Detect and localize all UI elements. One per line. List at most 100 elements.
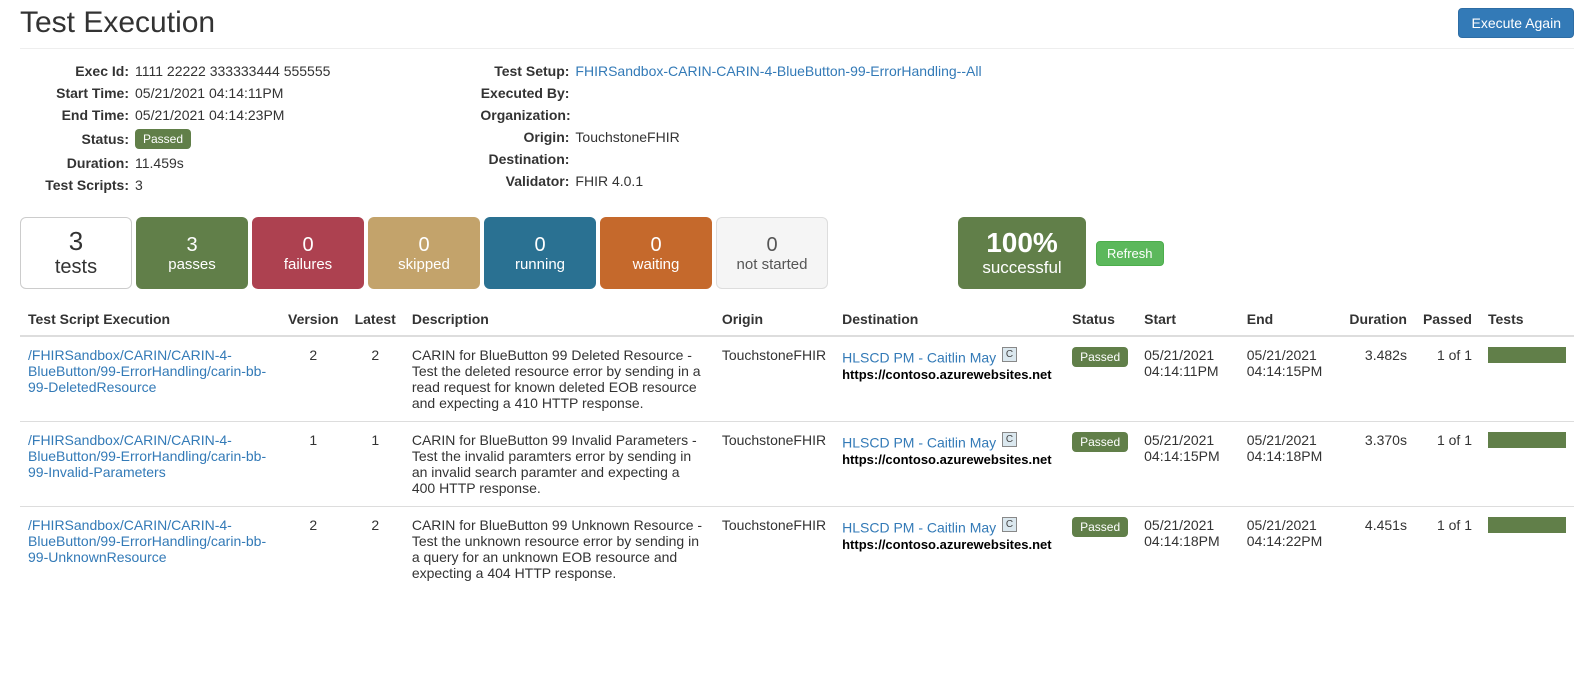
- col-start: Start: [1136, 303, 1239, 336]
- col-script: Test Script Execution: [20, 303, 280, 336]
- tile-tests-num: 3: [69, 227, 83, 256]
- col-description: Description: [404, 303, 714, 336]
- tile-skipped[interactable]: 0 skipped: [368, 217, 480, 289]
- exec-id-value: 1111 22222 333333444 555555: [135, 63, 330, 79]
- refresh-button[interactable]: Refresh: [1096, 241, 1164, 266]
- tile-running[interactable]: 0 running: [484, 217, 596, 289]
- tile-tests[interactable]: 3 tests: [20, 217, 132, 289]
- tile-passes-num: 3: [186, 234, 197, 256]
- cell-latest: 1: [347, 422, 404, 507]
- test-setup-label: Test Setup:: [480, 63, 575, 79]
- script-link[interactable]: /FHIRSandbox/CARIN/CARIN-4-BlueButton/99…: [28, 347, 266, 395]
- col-tests: Tests: [1480, 303, 1574, 336]
- tile-running-label: running: [515, 256, 565, 273]
- destination-link[interactable]: HLSCD PM - Caitlin May: [842, 350, 996, 366]
- cell-description: CARIN for BlueButton 99 Deleted Resource…: [404, 336, 714, 422]
- validator-label: Validator:: [480, 173, 575, 189]
- tile-skipped-num: 0: [418, 234, 429, 256]
- organization-label: Organization:: [480, 107, 575, 123]
- cell-passed: 1 of 1: [1415, 507, 1480, 592]
- cell-start: 05/21/2021 04:14:11PM: [1136, 336, 1239, 422]
- duration-value: 11.459s: [135, 155, 184, 171]
- duration-label: Duration:: [20, 155, 135, 171]
- end-time-label: End Time:: [20, 107, 135, 123]
- tests-bar: [1488, 347, 1566, 363]
- cell-origin: TouchstoneFHIR: [714, 336, 834, 422]
- script-link[interactable]: /FHIRSandbox/CARIN/CARIN-4-BlueButton/99…: [28, 432, 266, 480]
- row-status-badge: Passed: [1072, 517, 1128, 537]
- table-row: /FHIRSandbox/CARIN/CARIN-4-BlueButton/99…: [20, 336, 1574, 422]
- col-destination: Destination: [834, 303, 1064, 336]
- destination-url: https://contoso.azurewebsites.net: [842, 367, 1051, 382]
- status-label: Status:: [20, 131, 135, 147]
- cell-end: 05/21/2021 04:14:15PM: [1239, 336, 1342, 422]
- cell-origin: TouchstoneFHIR: [714, 422, 834, 507]
- destination-link[interactable]: HLSCD PM - Caitlin May: [842, 520, 996, 536]
- col-duration: Duration: [1341, 303, 1415, 336]
- execute-again-button[interactable]: Execute Again: [1458, 8, 1574, 38]
- status-badge: Passed: [135, 129, 191, 149]
- cell-version: 1: [280, 422, 347, 507]
- tile-passes-label: passes: [168, 256, 216, 273]
- exec-id-label: Exec Id:: [20, 63, 135, 79]
- table-row: /FHIRSandbox/CARIN/CARIN-4-BlueButton/99…: [20, 507, 1574, 592]
- validator-value: FHIR 4.0.1: [575, 173, 643, 189]
- col-version: Version: [280, 303, 347, 336]
- cell-start: 05/21/2021 04:14:18PM: [1136, 507, 1239, 592]
- tests-bar: [1488, 517, 1566, 533]
- cell-description: CARIN for BlueButton 99 Unknown Resource…: [404, 507, 714, 592]
- tile-skipped-label: skipped: [398, 256, 450, 273]
- cell-passed: 1 of 1: [1415, 336, 1480, 422]
- tile-passes[interactable]: 3 passes: [136, 217, 248, 289]
- script-link[interactable]: /FHIRSandbox/CARIN/CARIN-4-BlueButton/99…: [28, 517, 266, 565]
- start-time-label: Start Time:: [20, 85, 135, 101]
- cell-end: 05/21/2021 04:14:22PM: [1239, 507, 1342, 592]
- cell-duration: 3.482s: [1341, 336, 1415, 422]
- cell-start: 05/21/2021 04:14:15PM: [1136, 422, 1239, 507]
- tile-success: 100% successful: [958, 217, 1086, 289]
- tile-success-num: 100%: [986, 228, 1058, 259]
- destination-label: Destination:: [480, 151, 575, 167]
- cell-end: 05/21/2021 04:14:18PM: [1239, 422, 1342, 507]
- col-end: End: [1239, 303, 1342, 336]
- tile-not-started[interactable]: 0 not started: [716, 217, 828, 289]
- tile-failures[interactable]: 0 failures: [252, 217, 364, 289]
- test-scripts-label: Test Scripts:: [20, 177, 135, 193]
- destination-url: https://contoso.azurewebsites.net: [842, 452, 1051, 467]
- test-setup-link[interactable]: FHIRSandbox-CARIN-CARIN-4-BlueButton-99-…: [575, 63, 981, 79]
- tile-running-num: 0: [534, 234, 545, 256]
- cell-latest: 2: [347, 507, 404, 592]
- cell-duration: 3.370s: [1341, 422, 1415, 507]
- tile-failures-label: failures: [284, 256, 332, 273]
- results-table: Test Script Execution Version Latest Des…: [20, 303, 1574, 591]
- start-time-value: 05/21/2021 04:14:11PM: [135, 85, 283, 101]
- cell-origin: TouchstoneFHIR: [714, 507, 834, 592]
- origin-label: Origin:: [480, 129, 575, 145]
- tile-tests-label: tests: [55, 256, 97, 279]
- table-row: /FHIRSandbox/CARIN/CARIN-4-BlueButton/99…: [20, 422, 1574, 507]
- cell-latest: 2: [347, 336, 404, 422]
- tile-waiting-label: waiting: [633, 256, 680, 273]
- destination-url: https://contoso.azurewebsites.net: [842, 537, 1051, 552]
- destination-link[interactable]: HLSCD PM - Caitlin May: [842, 435, 996, 451]
- col-origin: Origin: [714, 303, 834, 336]
- tile-waiting[interactable]: 0 waiting: [600, 217, 712, 289]
- row-status-badge: Passed: [1072, 347, 1128, 367]
- cell-version: 2: [280, 507, 347, 592]
- cell-version: 2: [280, 336, 347, 422]
- cell-duration: 4.451s: [1341, 507, 1415, 592]
- cell-passed: 1 of 1: [1415, 422, 1480, 507]
- test-scripts-value: 3: [135, 177, 143, 193]
- col-latest: Latest: [347, 303, 404, 336]
- tests-bar: [1488, 432, 1566, 448]
- col-status: Status: [1064, 303, 1136, 336]
- cell-destination: HLSCD PM - Caitlin May C https://contoso…: [834, 507, 1064, 592]
- destination-badge: C: [1002, 432, 1017, 447]
- page-title: Test Execution: [20, 6, 215, 40]
- tile-waiting-num: 0: [650, 234, 661, 256]
- destination-badge: C: [1002, 347, 1017, 362]
- tile-success-label: successful: [982, 258, 1061, 278]
- tile-not-started-num: 0: [766, 234, 777, 256]
- tile-failures-num: 0: [302, 234, 313, 256]
- end-time-value: 05/21/2021 04:14:23PM: [135, 107, 284, 123]
